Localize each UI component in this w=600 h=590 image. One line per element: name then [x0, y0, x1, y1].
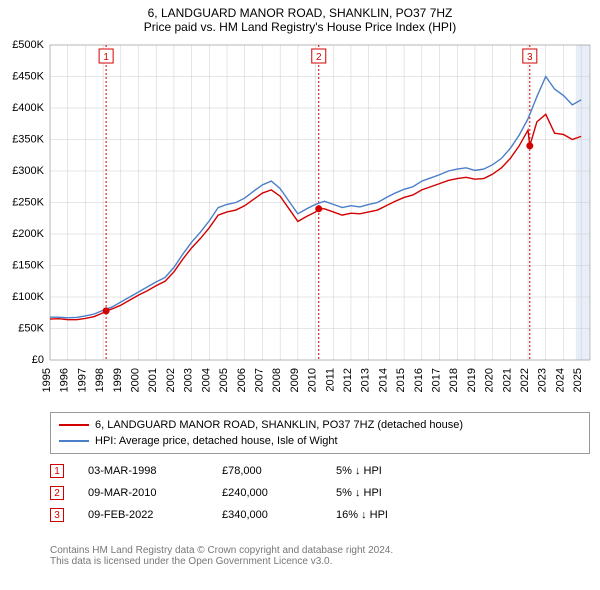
sale-price: £240,000	[222, 487, 312, 499]
sale-date: 09-FEB-2022	[88, 509, 198, 521]
legend: 6, LANDGUARD MANOR ROAD, SHANKLIN, PO37 …	[50, 412, 590, 454]
price-chart: £0 £50K £100K £150K £200K £250K £300K £350K £400…	[0, 0, 600, 410]
footer-line2: This data is licensed under the Open Gov…	[50, 556, 393, 567]
svg-text:2023: 2023	[537, 368, 549, 392]
svg-text:2015: 2015	[395, 368, 407, 392]
svg-text:2008: 2008	[271, 368, 283, 392]
svg-text:2024: 2024	[554, 368, 566, 392]
svg-text:£350K: £350K	[12, 134, 44, 146]
legend-item: HPI: Average price, detached house, Isle…	[59, 433, 581, 449]
svg-text:2013: 2013	[360, 368, 372, 392]
svg-text:2011: 2011	[324, 368, 336, 392]
svg-text:2016: 2016	[413, 368, 425, 392]
svg-text:1999: 1999	[112, 368, 124, 392]
footer-attribution: Contains HM Land Registry data © Crown c…	[50, 545, 393, 567]
sale-date: 09-MAR-2010	[88, 487, 198, 499]
legend-label: HPI: Average price, detached house, Isle…	[95, 435, 338, 447]
svg-text:2007: 2007	[253, 368, 265, 392]
svg-text:2014: 2014	[377, 368, 389, 392]
svg-text:2002: 2002	[165, 368, 177, 392]
svg-text:1996: 1996	[59, 368, 71, 392]
sale-price: £78,000	[222, 465, 312, 477]
svg-text:2005: 2005	[218, 368, 230, 392]
svg-text:1: 1	[103, 52, 109, 63]
svg-text:2006: 2006	[236, 368, 248, 392]
svg-text:2020: 2020	[484, 368, 496, 392]
svg-text:2009: 2009	[289, 368, 301, 392]
svg-text:2025: 2025	[572, 368, 584, 392]
svg-text:£50K: £50K	[18, 323, 44, 335]
svg-text:2018: 2018	[448, 368, 460, 392]
svg-text:£100K: £100K	[12, 291, 44, 303]
svg-text:2012: 2012	[342, 368, 354, 392]
svg-text:£200K: £200K	[12, 228, 44, 240]
sale-delta: 5% ↓ HPI	[336, 465, 382, 477]
svg-text:2004: 2004	[200, 368, 212, 392]
svg-text:3: 3	[527, 52, 533, 63]
legend-item: 6, LANDGUARD MANOR ROAD, SHANKLIN, PO37 …	[59, 417, 581, 433]
svg-text:2019: 2019	[466, 368, 478, 392]
svg-text:2001: 2001	[147, 368, 159, 392]
svg-text:£150K: £150K	[12, 260, 44, 272]
sale-marker-box: 3	[50, 508, 64, 522]
svg-text:2: 2	[316, 52, 322, 63]
svg-text:1997: 1997	[76, 368, 88, 392]
svg-text:£0: £0	[32, 354, 44, 366]
sale-price: £340,000	[222, 509, 312, 521]
svg-text:2000: 2000	[130, 368, 142, 392]
sale-row: 2 09-MAR-2010 £240,000 5% ↓ HPI	[50, 482, 388, 504]
svg-text:2022: 2022	[519, 368, 531, 392]
svg-text:2017: 2017	[431, 368, 443, 392]
legend-label: 6, LANDGUARD MANOR ROAD, SHANKLIN, PO37 …	[95, 419, 463, 431]
legend-swatch	[59, 440, 89, 442]
sales-table: 1 03-MAR-1998 £78,000 5% ↓ HPI 2 09-MAR-2010 £…	[50, 460, 388, 526]
sale-delta: 5% ↓ HPI	[336, 487, 382, 499]
sale-date: 03-MAR-1998	[88, 465, 198, 477]
sale-marker-box: 1	[50, 464, 64, 478]
svg-text:2021: 2021	[501, 368, 513, 392]
footer-line1: Contains HM Land Registry data © Crown c…	[50, 545, 393, 556]
svg-text:£250K: £250K	[12, 197, 44, 209]
svg-text:£500K: £500K	[12, 39, 44, 51]
legend-swatch	[59, 424, 89, 426]
svg-text:2010: 2010	[307, 368, 319, 392]
svg-text:1995: 1995	[41, 368, 53, 392]
svg-text:2003: 2003	[183, 368, 195, 392]
svg-text:£400K: £400K	[12, 102, 44, 114]
svg-text:£300K: £300K	[12, 165, 44, 177]
svg-text:£450K: £450K	[12, 71, 44, 83]
sale-row: 1 03-MAR-1998 £78,000 5% ↓ HPI	[50, 460, 388, 482]
sale-marker-box: 2	[50, 486, 64, 500]
sale-delta: 16% ↓ HPI	[336, 509, 388, 521]
svg-text:1998: 1998	[94, 368, 106, 392]
sale-row: 3 09-FEB-2022 £340,000 16% ↓ HPI	[50, 504, 388, 526]
